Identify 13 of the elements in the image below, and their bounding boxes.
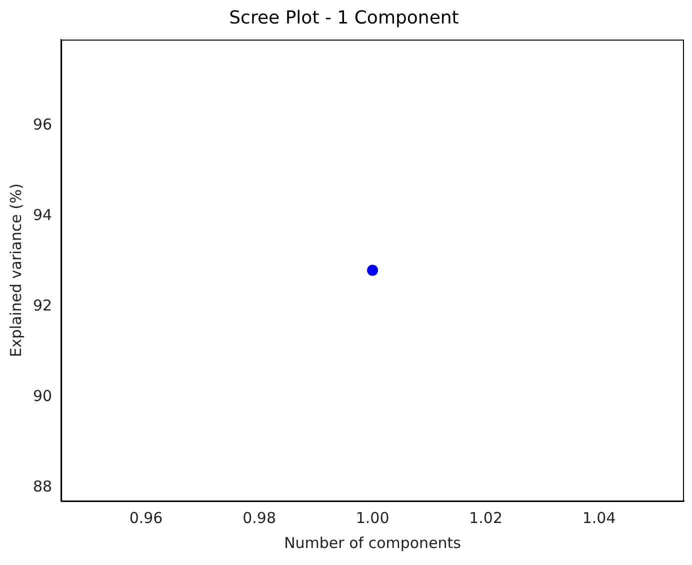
x-tick-label: 1.02 (469, 508, 503, 527)
y-axis-title: Explained variance (%) (6, 183, 25, 358)
x-axis-title: Number of components (284, 534, 462, 552)
x-tick-label: 0.98 (242, 508, 276, 527)
y-tick-label: 96 (32, 115, 52, 134)
x-tick-label: 0.96 (129, 508, 163, 527)
chart-title: Scree Plot - 1 Component (229, 7, 459, 28)
x-tick-label: 1.04 (582, 508, 616, 527)
y-tick-label: 88 (32, 477, 52, 496)
y-tick-label: 90 (32, 386, 52, 405)
y-tick-label: 94 (32, 206, 52, 224)
y-tick-label: 92 (32, 296, 52, 314)
x-tick-label: 1.00 (356, 508, 390, 527)
